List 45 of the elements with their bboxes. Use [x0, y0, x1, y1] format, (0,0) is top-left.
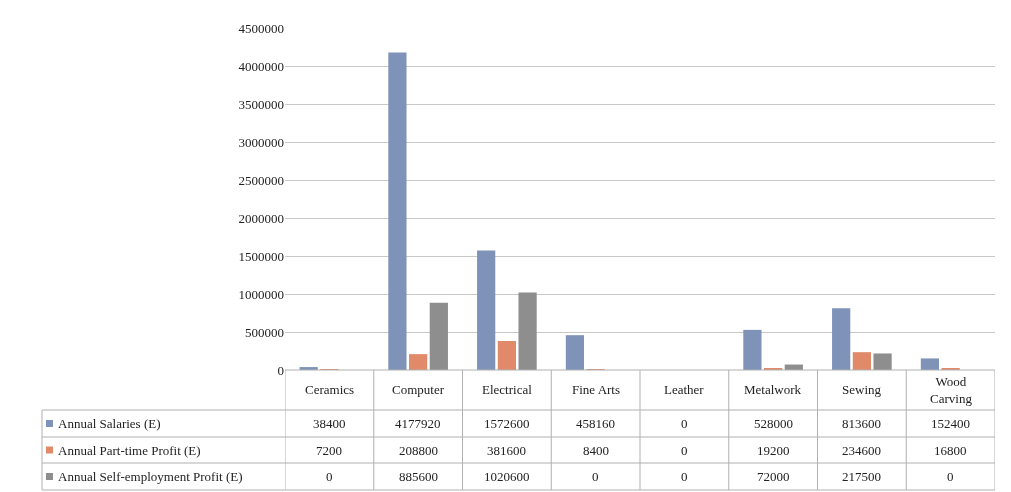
legend-label: Annual Salaries (E): [58, 416, 161, 431]
y-tick-label: 2500000: [238, 172, 284, 188]
x-tick-label: Leather: [664, 382, 705, 397]
legend-label: Annual Self-employment Profit (E): [58, 469, 243, 484]
y-tick-label: 0: [277, 362, 284, 378]
data-label: 16800: [934, 443, 967, 458]
data-label: 7200: [316, 443, 342, 458]
data-label: 0: [681, 416, 688, 431]
data-label: 458160: [576, 416, 615, 431]
data-label: 152400: [931, 416, 970, 431]
y-tick-label: 3500000: [238, 96, 284, 112]
data-label: 72000: [757, 469, 790, 484]
data-label: 0: [681, 443, 688, 458]
data-label: 1572600: [484, 416, 530, 431]
data-label: 381600: [487, 443, 526, 458]
data-label: 0: [947, 469, 954, 484]
x-tick-label: Metalwork: [744, 382, 802, 397]
data-label: 4177920: [395, 416, 441, 431]
x-tick-label: Wood Carving: [930, 374, 973, 406]
y-tick-label: 3000000: [238, 134, 284, 150]
data-label: 19200: [757, 443, 790, 458]
data-label: 0: [592, 469, 599, 484]
legend-label: Annual Part-time Profit (E): [58, 443, 201, 458]
y-tick-label: 4500000: [238, 20, 284, 36]
data-label: 8400: [583, 443, 609, 458]
x-tick-label: Sewing: [842, 382, 882, 397]
data-label: 1020600: [484, 469, 530, 484]
data-label: 885600: [399, 469, 438, 484]
y-tick-label: 4000000: [238, 58, 284, 74]
y-tick-label: 2000000: [238, 210, 284, 226]
data-label: 208800: [399, 443, 438, 458]
data-label: 217500: [842, 469, 881, 484]
data-label: 38400: [313, 416, 346, 431]
data-label: 813600: [842, 416, 881, 431]
y-tick-label: 1000000: [238, 286, 284, 302]
data-label: 0: [326, 469, 333, 484]
y-tick-label: 1500000: [238, 248, 284, 264]
data-label: 528000: [754, 416, 793, 431]
x-tick-label: Computer: [392, 382, 445, 397]
x-tick-label: Fine Arts: [572, 382, 621, 397]
x-tick-label: Ceramics: [305, 382, 355, 397]
data-label: 234600: [842, 443, 881, 458]
x-tick-label: Electrical: [482, 382, 533, 397]
y-tick-label: 500000: [245, 324, 284, 340]
data-label: 0: [681, 469, 688, 484]
